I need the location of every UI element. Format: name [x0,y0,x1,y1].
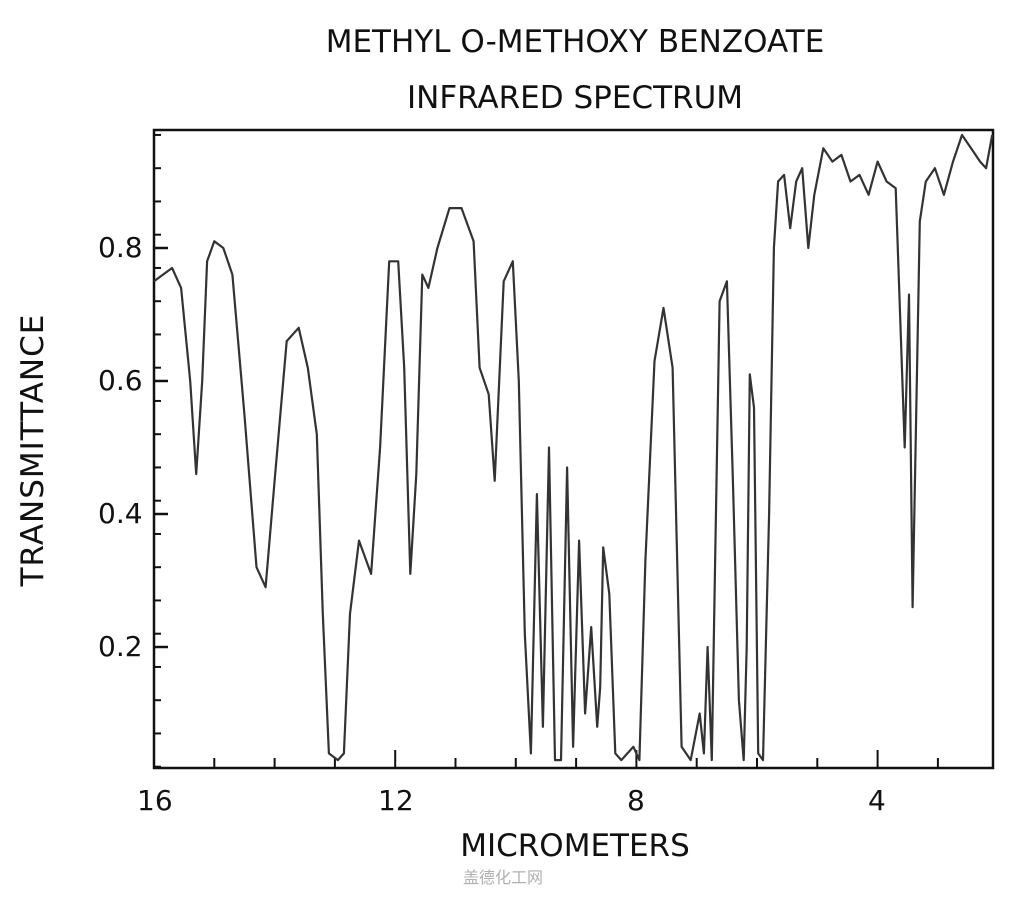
x-tick-label: 16 [137,784,173,817]
y-tick-label: 0.2 [98,630,143,663]
x-axis-label: MICROMETERS [460,828,690,864]
watermark: 盖德化工网 [463,868,544,887]
y-axis-label: TRANSMITTANCE [15,313,51,587]
spectrum-line [153,133,994,762]
y-tick-label: 0.4 [98,497,143,530]
chart-title: METHYL O-METHOXY BENZOATE [325,24,825,60]
y-tick-label: 0.8 [98,231,143,264]
plot-frame [152,128,995,770]
x-tick-label: 8 [627,784,645,817]
x-tick-label: 12 [378,784,414,817]
x-tick-label: 4 [868,784,886,817]
y-axis-ticks [154,133,168,768]
chart-subtitle: INFRARED SPECTRUM [406,80,744,116]
y-tick-label: 0.6 [98,364,143,397]
x-axis-ticks [213,750,939,768]
